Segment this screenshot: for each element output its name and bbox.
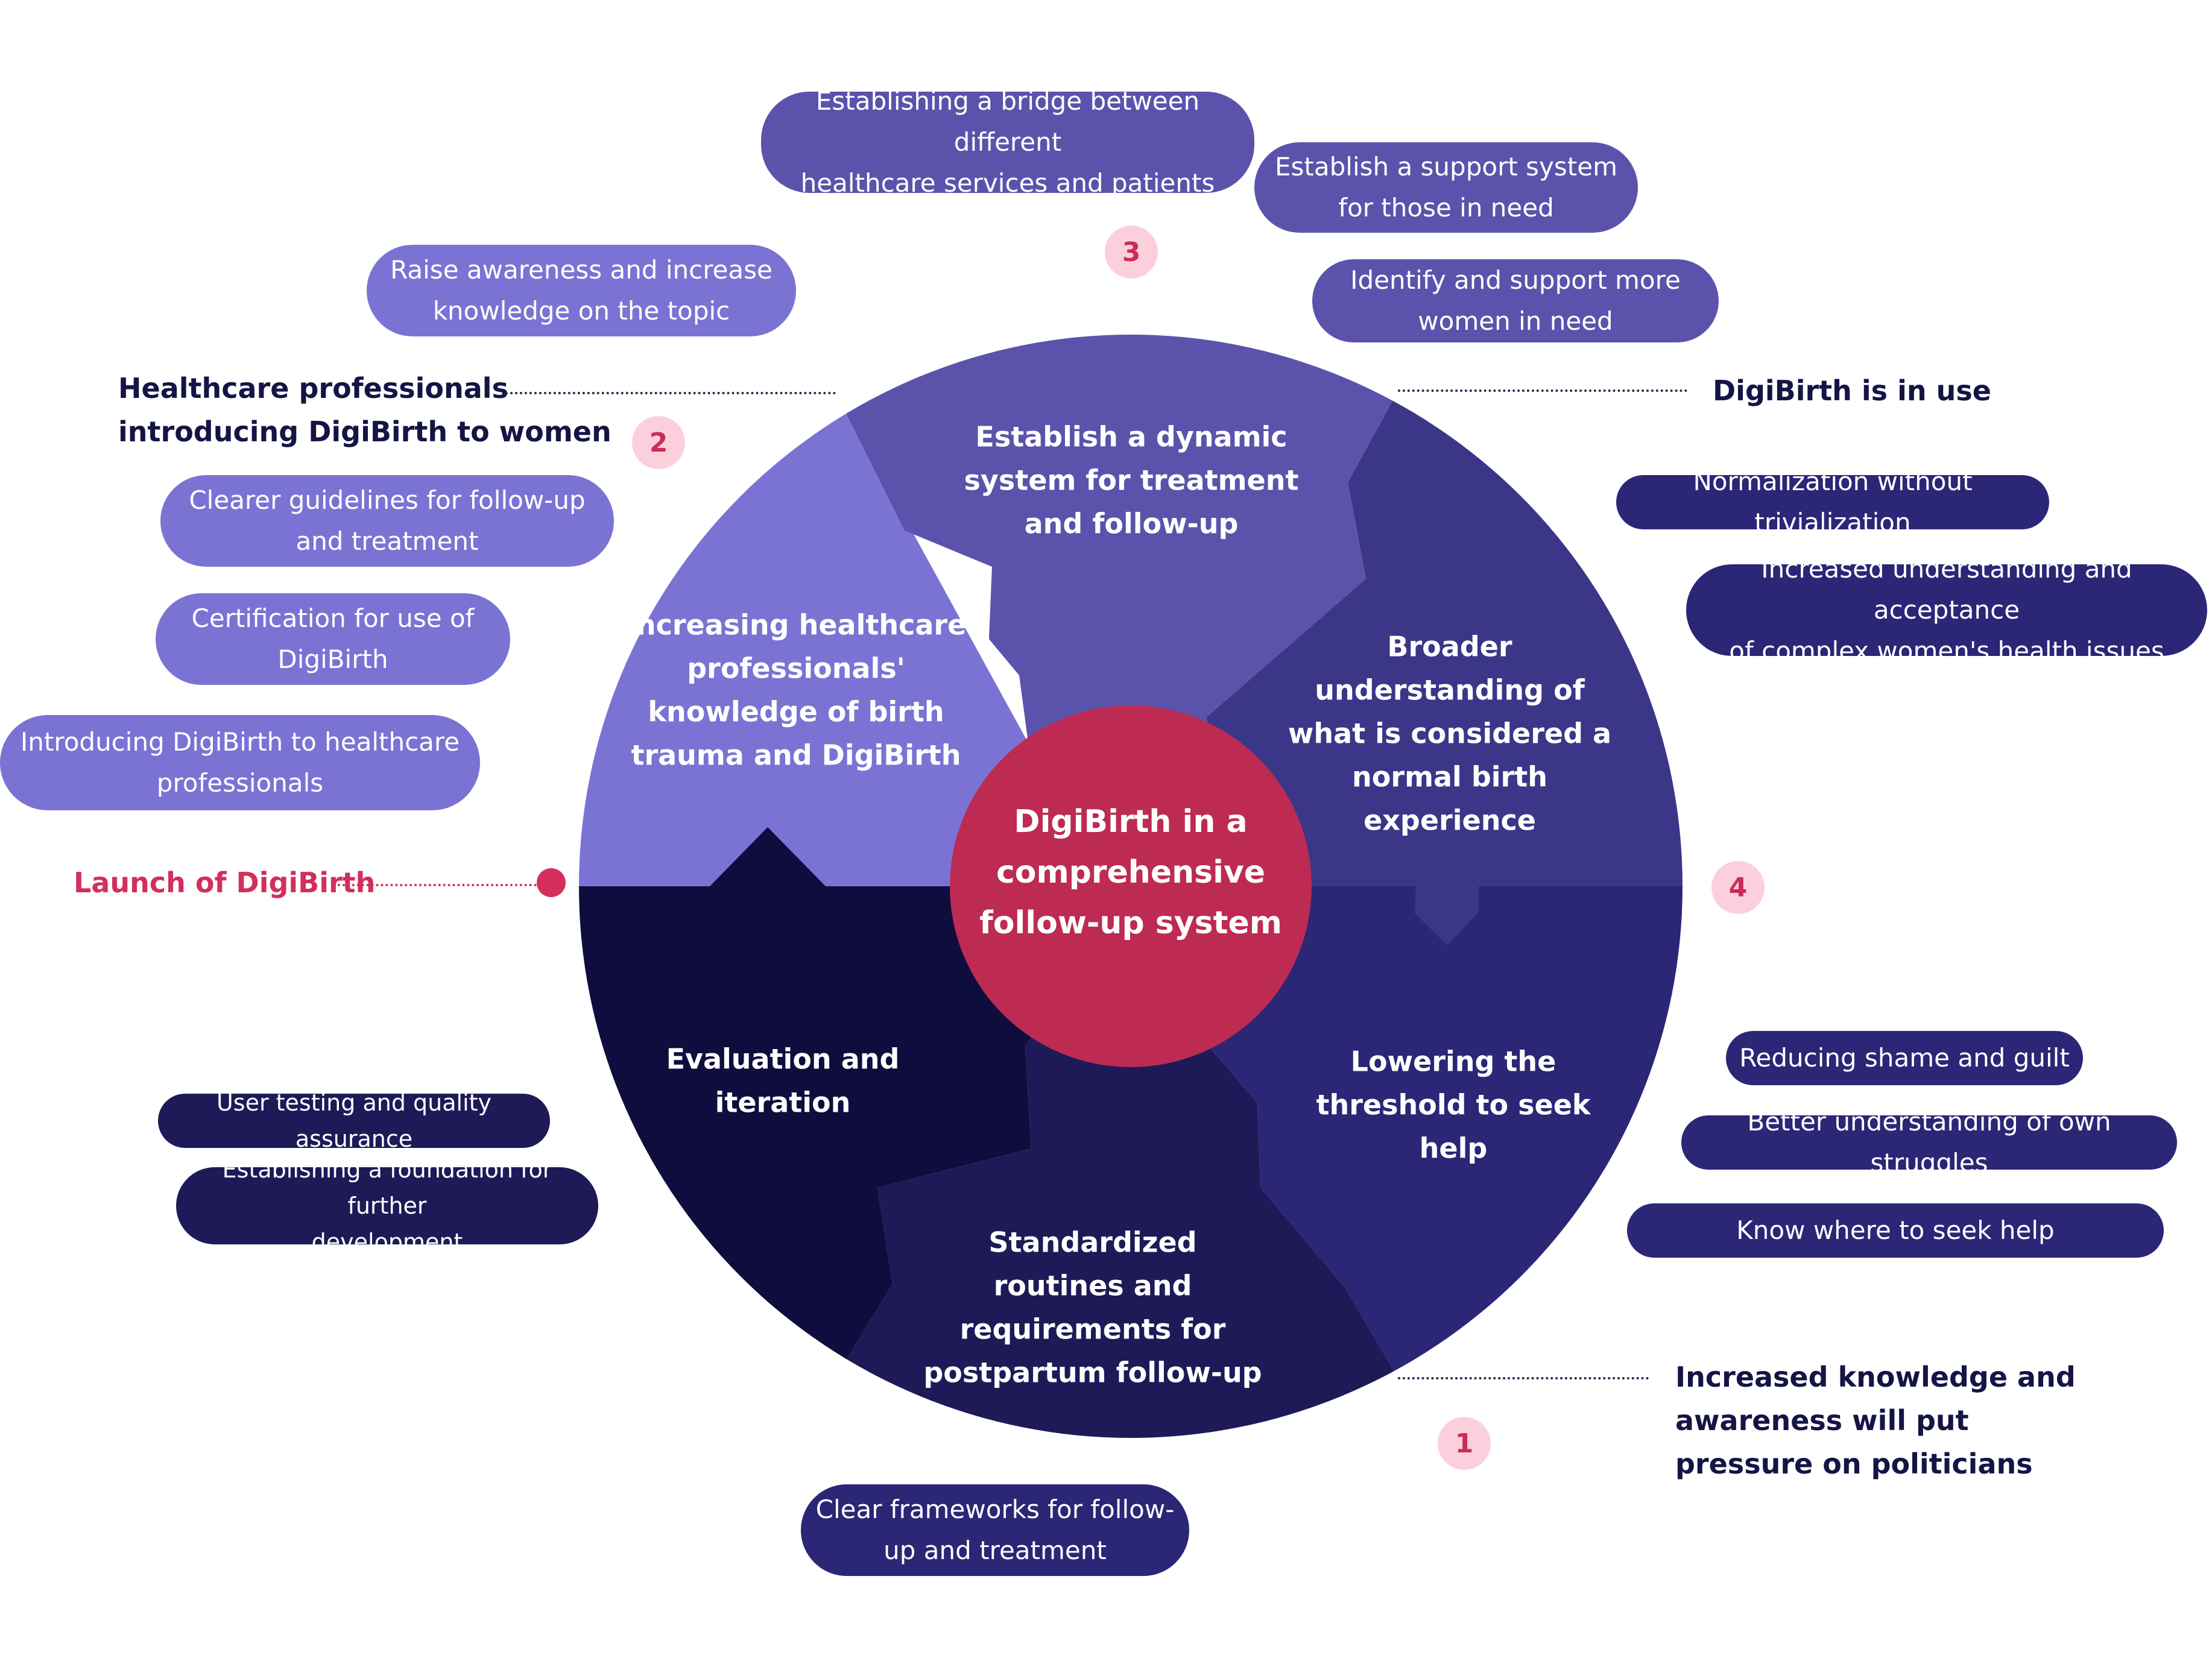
pill-struggles: Better understanding of own struggles (1681, 1107, 2177, 1177)
text-line: up and treatment (883, 1536, 1107, 1565)
text-line: development (311, 1229, 463, 1255)
text-line: introducing DigiBirth to women (118, 415, 611, 448)
label-in-use: DigiBirth is in use (1713, 369, 1991, 412)
text-line: what is considered a (1288, 717, 1611, 750)
text-line: Evaluation and (666, 1043, 900, 1076)
text-line: threshold to seek (1316, 1089, 1591, 1121)
pill-seekhelp: Know where to seek help (1627, 1203, 2164, 1258)
center-hub (950, 705, 1312, 1067)
label-politicians: Increased knowledge and awareness will pu… (1675, 1355, 2076, 1486)
pill-normalization: Normalization without trivialization (1616, 467, 2049, 537)
text-line: Introducing DigiBirth to healthcare (20, 727, 460, 757)
segment-label-dynamic: Establish a dynamic system for treatment a… (964, 421, 1299, 540)
pill-usertesting: User testing and quality assurance (158, 1089, 550, 1152)
segment-dynamic (835, 335, 1398, 886)
step-badge-4: 4 (1711, 861, 1765, 914)
pill-foundation: Establishing a foundation for further dev… (176, 1156, 598, 1255)
pill-identify: Identify and support more women in need (1312, 259, 1719, 342)
text-line: Clearer guidelines for follow-up (189, 485, 586, 515)
text-line: Normalization without trivialization (1693, 467, 1973, 537)
text-line: Healthcare professionals (118, 372, 508, 405)
text-line: understanding of (1315, 674, 1585, 707)
launch-marker-dot (537, 868, 566, 897)
text-line: normal birth (1352, 761, 1547, 793)
pill-guidelines: Clearer guidelines for follow-up and trea… (160, 475, 614, 567)
segment-label-routines: Standardized routines and requirements for… (923, 1226, 1262, 1389)
step-badge-1: 1 (1438, 1417, 1491, 1470)
text-line: Increasing healthcare (626, 609, 967, 641)
dotted-line-in-use (1398, 389, 1687, 392)
segment-label-threshold: Lowering the threshold to seek help (1316, 1045, 1591, 1165)
pill-support: Establish a support system for those in n… (1254, 142, 1638, 233)
text-line: postpartum follow-up (923, 1357, 1262, 1389)
step-badge-2: 2 (632, 416, 685, 469)
text-line: Lowering the (1351, 1045, 1556, 1078)
text-line: Identify and support more (1350, 265, 1681, 295)
pill-shame: Reducing shame and guilt (1726, 1031, 2083, 1085)
text-line: pressure on politicians (1675, 1448, 2033, 1480)
notch-knowledge-evaluation (709, 827, 827, 887)
text-line: experience (1364, 804, 1536, 837)
text-line: professionals' (687, 652, 905, 685)
text-line: routines and (994, 1270, 1192, 1302)
text-line: Broader (1387, 631, 1512, 663)
text-line: Certification for use of (191, 604, 475, 633)
text-line: Reducing shame and guilt (1739, 1043, 2070, 1073)
text-line: and follow-up (1025, 508, 1239, 540)
text-line: iteration (715, 1086, 851, 1119)
text-line: system for treatment (964, 464, 1299, 497)
center-label: DigiBirth in a comprehensive follow-up sys… (979, 804, 1282, 941)
pill-bridge: Establishing a bridge between different h… (761, 86, 1254, 198)
segment-label-broader: Broader understanding of what is considere… (1288, 631, 1611, 837)
text-line: Clear frameworks for follow- (815, 1495, 1175, 1524)
text-line: women in need (1418, 306, 1613, 336)
text-line: for those in need (1338, 193, 1554, 222)
text-line: Launch of DigiBirth (74, 866, 376, 899)
text-line: healthcare services and patients (800, 168, 1215, 198)
notch-broader-threshold (1415, 885, 1479, 945)
segment-label-evaluation: Evaluation and iteration (666, 1043, 900, 1119)
segment-routines (835, 886, 1398, 1438)
step-badge-3: 3 (1105, 225, 1158, 279)
text-line: DigiBirth is in use (1713, 374, 1991, 407)
text-line: Raise awareness and increase (390, 255, 773, 285)
text-line: follow-up system (979, 905, 1282, 941)
pill-understanding: Increased understanding and acceptance of… (1686, 554, 2207, 666)
text-line: User testing and quality assurance (216, 1089, 492, 1152)
text-line: comprehensive (996, 854, 1265, 890)
text-line: Establish a support system (1274, 152, 1617, 181)
text-line: professionals (156, 768, 324, 798)
text-line: awareness will put (1675, 1404, 1969, 1437)
text-line: Increased understanding and acceptance (1761, 554, 2132, 625)
text-line: requirements for (960, 1313, 1226, 1346)
text-line: Standardized (988, 1226, 1196, 1259)
text-line: Better understanding of own struggles (1747, 1107, 2111, 1177)
text-line: DigiBirth (277, 645, 388, 674)
text-line: knowledge on the topic (432, 296, 730, 326)
dotted-line-politicians (1398, 1377, 1649, 1379)
text-line: and treatment (295, 526, 479, 556)
text-line: Establish a dynamic (975, 421, 1287, 453)
pill-certification: Certification for use of DigiBirth (156, 593, 510, 685)
text-line: help (1420, 1132, 1488, 1165)
label-healthcare-professionals: Healthcare professionals introducing Digi… (118, 367, 611, 453)
dotted-line-healthcare (505, 392, 836, 394)
text-line: knowledge of birth (648, 696, 944, 728)
pill-introducing: Introducing DigiBirth to healthcare profe… (0, 715, 480, 810)
text-line: Establishing a foundation for further (222, 1156, 552, 1219)
text-line: Establishing a bridge between different (815, 86, 1200, 157)
text-line: DigiBirth in a (1014, 804, 1247, 840)
text-line: Increased knowledge and (1675, 1361, 2076, 1393)
text-line: trauma and DigiBirth (631, 739, 961, 772)
label-launch: Launch of DigiBirth (74, 861, 375, 904)
pill-frameworks: Clear frameworks for follow-up and treat… (801, 1484, 1189, 1576)
pill-awareness: Raise awareness and increase knowledge on… (367, 245, 796, 336)
text-line: Know where to seek help (1736, 1215, 2055, 1245)
segment-label-knowledge: Increasing healthcare professionals' knowl… (626, 609, 967, 772)
text-line: of complex women's health issues (1729, 636, 2164, 666)
dotted-line-launch (338, 884, 537, 886)
